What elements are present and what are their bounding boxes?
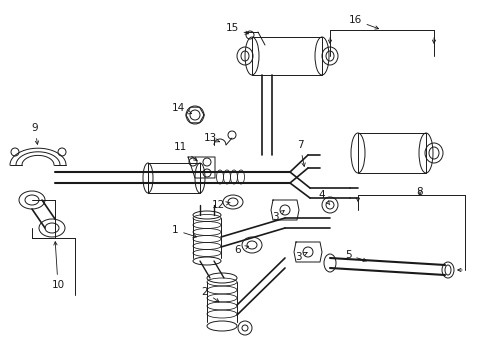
Text: 9: 9 <box>32 123 39 144</box>
Text: 15: 15 <box>225 23 248 34</box>
Text: 8: 8 <box>416 187 423 197</box>
Bar <box>251 37 321 75</box>
Text: 4: 4 <box>318 190 329 205</box>
Text: 16: 16 <box>347 15 378 29</box>
Text: 11: 11 <box>173 142 197 161</box>
Bar <box>357 133 425 173</box>
Text: 6: 6 <box>234 245 248 255</box>
Text: 7: 7 <box>296 140 305 166</box>
Text: 12: 12 <box>211 200 230 210</box>
Text: 1: 1 <box>171 225 196 238</box>
Text: 14: 14 <box>171 103 191 114</box>
Text: 3: 3 <box>294 252 306 262</box>
Bar <box>148 163 200 193</box>
Text: 2: 2 <box>201 287 219 302</box>
Text: 3: 3 <box>271 211 284 222</box>
Text: 13: 13 <box>203 133 219 143</box>
Text: 5: 5 <box>344 250 366 261</box>
Text: 10: 10 <box>51 242 64 290</box>
